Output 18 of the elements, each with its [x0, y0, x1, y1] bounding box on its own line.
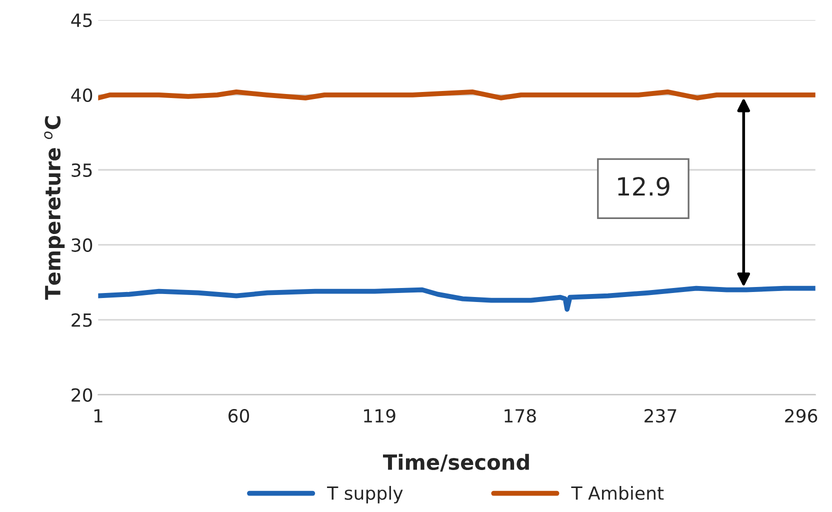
x-tick-label: 237	[644, 408, 676, 423]
y-tick-label: 30	[72, 238, 92, 252]
y-tick-label: 20	[72, 388, 92, 402]
x-tick-label: 296	[785, 408, 818, 423]
x-tick-label: 178	[504, 408, 536, 423]
x-tick-label: 119	[364, 408, 396, 423]
x-tick-label: 1	[94, 409, 102, 422]
line-series	[98, 286, 816, 312]
y-tick-label: 45	[71, 14, 92, 28]
y-axis-title: Tempereture $^{o}$C	[44, 116, 65, 300]
annotation: 12.9	[618, 176, 670, 196]
y-tick-label: 25	[72, 313, 92, 327]
x-axis-title: Time/second	[383, 454, 529, 472]
legend-label: T Ambient	[571, 486, 664, 500]
x-tick-label: 60	[228, 408, 250, 423]
legend-label: T supply	[327, 486, 403, 504]
y-tick-label: 40	[71, 88, 92, 102]
y-tick-label: 35	[72, 163, 92, 177]
